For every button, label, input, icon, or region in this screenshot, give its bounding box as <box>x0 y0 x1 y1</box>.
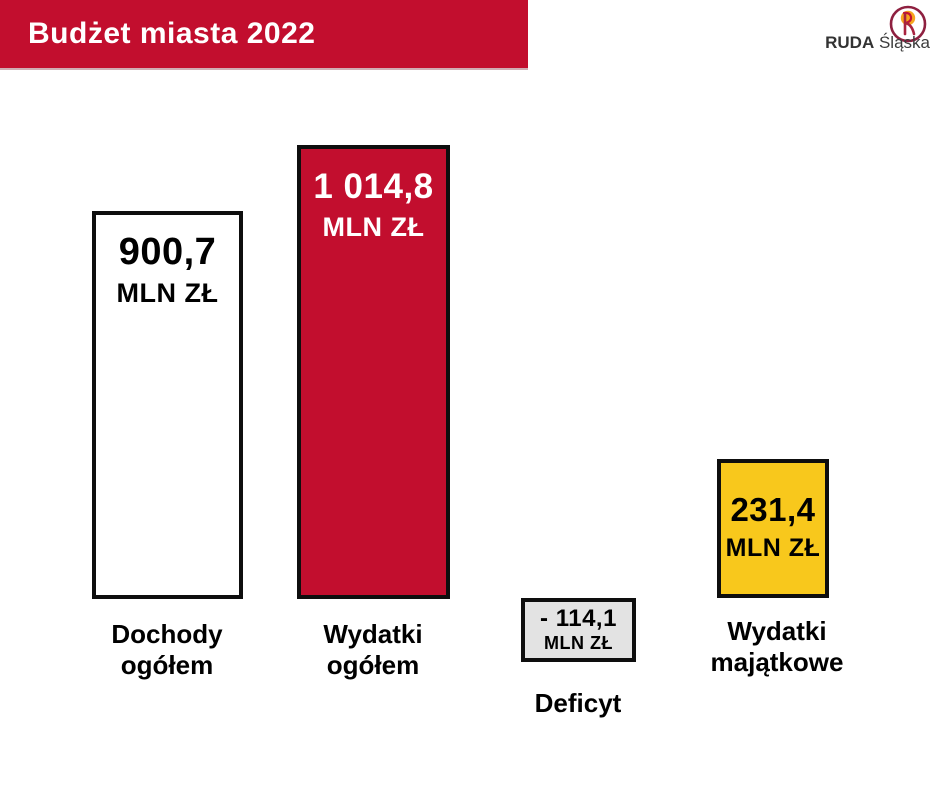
category-label-wydatki: Wydatki ogółem <box>273 619 473 680</box>
bar-unit: MLN ZŁ <box>116 278 219 308</box>
bar-value: 1 014,8 <box>313 167 434 206</box>
bar-value: - 114,1 <box>540 605 617 632</box>
bar-deficyt: - 114,1 MLN ZŁ <box>521 598 636 662</box>
category-label-line1: Wydatki <box>727 616 827 646</box>
category-label-line2: majątkowe <box>710 646 844 677</box>
category-label-line2: ogółem <box>326 649 420 680</box>
category-label-line1: Wydatki <box>323 619 423 649</box>
bar-unit: MLN ZŁ <box>725 534 821 562</box>
logo-wordmark: RUDA Śląska <box>770 33 930 53</box>
bar-unit: MLN ZŁ <box>544 633 613 653</box>
bar-wydatki-ogolem: 1 014,8 MLN ZŁ <box>297 145 450 599</box>
logo-wordmark-regular: Śląska <box>878 33 930 52</box>
category-label-line2: ogółem <box>120 649 214 680</box>
bar-value: 231,4 <box>730 491 816 528</box>
page-title: Budżet miasta 2022 <box>28 17 316 50</box>
category-label-majatkowe: Wydatki majątkowe <box>672 616 882 677</box>
bar-dochody-ogolem: 900,7 MLN ZŁ <box>92 211 243 599</box>
header-banner: Budżet miasta 2022 <box>0 0 528 68</box>
bar-value: 900,7 <box>118 231 217 273</box>
category-label-deficyt: Deficyt <box>534 688 622 718</box>
ruda-slaska-logo-icon <box>889 5 927 43</box>
category-label-dochody: Dochody ogółem <box>67 619 267 680</box>
category-label-line1: Dochody <box>111 619 223 649</box>
logo-wordmark-bold: RUDA <box>825 33 875 52</box>
bar-unit: MLN ZŁ <box>322 212 425 242</box>
bar-wydatki-majatkowe: 231,4 MLN ZŁ <box>717 459 829 598</box>
